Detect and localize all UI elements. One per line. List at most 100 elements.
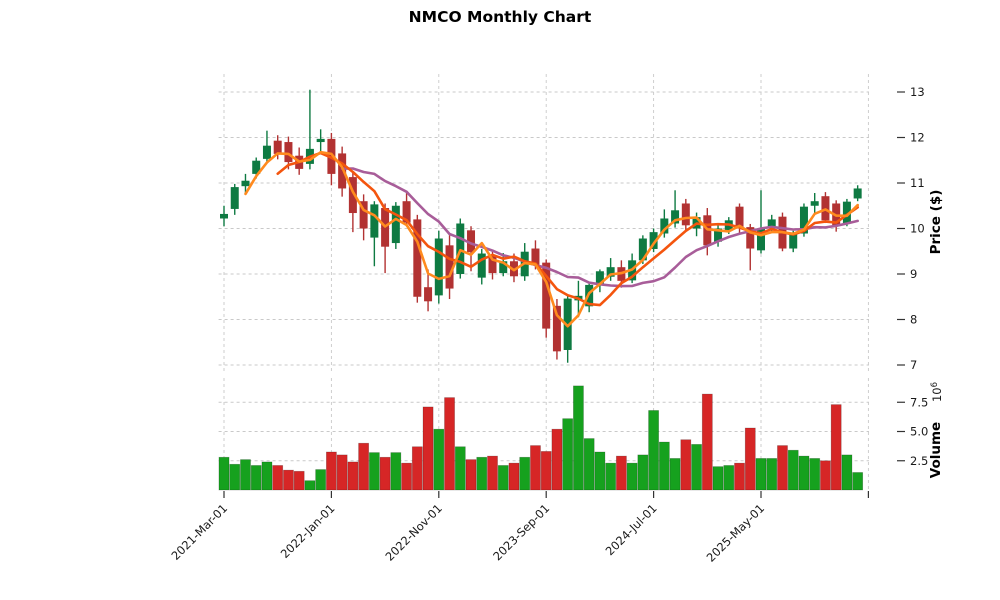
volume-bar: [605, 462, 617, 491]
candle-body: [853, 188, 862, 199]
x-tick-label: 2024-Jul-01: [603, 501, 660, 558]
candle-body: [241, 180, 250, 187]
volume-bar: [250, 465, 262, 491]
candle-body: [284, 142, 293, 163]
candle-body: [252, 160, 261, 174]
volume-bar: [240, 459, 251, 491]
candle-body: [563, 298, 572, 350]
candle-body: [391, 205, 400, 244]
candle-body: [359, 201, 368, 229]
candle-body: [434, 238, 443, 296]
volume-bar: [594, 451, 606, 491]
volume-bar: [852, 472, 864, 491]
volume-bar: [519, 456, 531, 491]
candle-body: [316, 138, 325, 143]
candle-body: [402, 201, 411, 223]
volume-bar: [658, 441, 670, 491]
volume-bar: [734, 462, 745, 491]
candle-body: [649, 232, 658, 249]
volume-bar: [712, 466, 724, 491]
candle-body: [262, 145, 271, 159]
volume-bar: [379, 456, 391, 491]
price-tick-label: 8: [910, 313, 917, 327]
candle-body: [488, 255, 497, 274]
candle-body: [735, 206, 744, 229]
candle-body: [767, 219, 776, 229]
price-tick-label: 9: [910, 267, 917, 281]
candle-body: [348, 177, 357, 214]
volume-bar: [830, 404, 842, 491]
candle-body: [273, 140, 282, 154]
ma-line-6: [276, 151, 860, 307]
volume-bar: [701, 393, 713, 491]
volume-bar: [304, 480, 316, 491]
volume-bar: [637, 454, 649, 491]
volume-bar: [497, 465, 509, 491]
candle-body: [467, 230, 476, 253]
candle-body: [531, 248, 540, 266]
x-tick-label: 2022-Nov-01: [382, 501, 444, 563]
volume-bar: [218, 456, 230, 491]
volume-bar: [315, 469, 327, 491]
chart-title: NMCO Monthly Chart: [408, 8, 592, 26]
x-tick-label: 2022-Jan-01: [278, 501, 338, 561]
volume-bar: [476, 456, 488, 491]
volume-bar: [766, 458, 778, 491]
volume-bar: [841, 454, 853, 491]
candle-body: [606, 267, 615, 277]
candles-group: [220, 89, 862, 363]
volume-bar: [368, 452, 380, 491]
volume-bar: [358, 442, 370, 491]
volume-bar: [540, 451, 552, 491]
volume-bar: [487, 455, 498, 491]
candle-body: [595, 271, 604, 285]
price-tick-label: 13: [910, 85, 925, 99]
x-tick-label: 2025-May-01: [704, 501, 767, 564]
volume-bar: [573, 385, 584, 491]
volume-bar: [755, 458, 767, 491]
volume-bar: [820, 460, 831, 491]
candle-body: [338, 153, 347, 189]
price-tick-label: 10: [910, 222, 925, 236]
volume-bar: [809, 458, 821, 491]
volume-bar: [777, 445, 788, 491]
candle-body: [542, 262, 551, 329]
price-axis-label: Price ($): [928, 190, 944, 255]
volume-bar: [508, 462, 520, 491]
volume-bar: [648, 410, 659, 491]
candle-body: [552, 305, 561, 352]
volume-bar: [530, 445, 541, 491]
candle-body: [757, 228, 765, 251]
volume-bar: [680, 439, 692, 491]
volume-scale-exponent: 106: [930, 382, 944, 402]
volume-bar: [744, 427, 756, 491]
volume-bar: [723, 465, 735, 491]
moving-average-lines: [244, 150, 860, 328]
volume-bar: [465, 459, 477, 491]
candle-body: [810, 201, 819, 206]
candle-body: [660, 218, 669, 234]
candle-body: [746, 227, 755, 249]
candle-body: [230, 187, 239, 209]
volume-bar: [390, 452, 402, 491]
volume-tick-label: 7.5: [910, 395, 928, 409]
candle-body: [499, 261, 508, 274]
candle-body: [456, 223, 465, 274]
volume-axis-label: Volume: [928, 422, 944, 478]
volume-bar: [293, 470, 305, 491]
volume-bar: [401, 462, 412, 491]
candle-body: [477, 253, 486, 278]
gridlines: [218, 74, 869, 497]
volume-bar: [444, 397, 455, 491]
volume-bar: [626, 462, 638, 491]
volume-bar: [615, 455, 627, 491]
volume-bar: [272, 465, 284, 491]
x-tick-label: 2023-Sep-01: [490, 501, 552, 563]
price-tick-label: 7: [910, 358, 917, 372]
volume-bar: [583, 438, 595, 491]
price-tick-label: 11: [910, 176, 925, 190]
candle-body: [681, 203, 690, 226]
x-tick-label: 2021-Mar-01: [168, 501, 230, 563]
